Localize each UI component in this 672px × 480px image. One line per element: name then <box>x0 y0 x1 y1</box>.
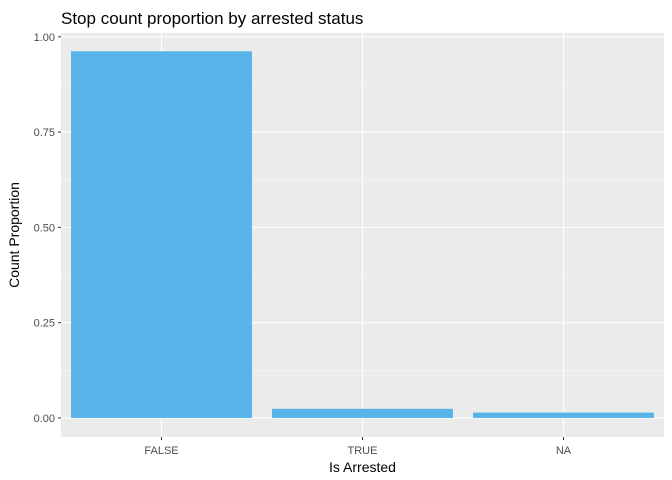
x-axis-title: Is Arrested <box>329 459 396 475</box>
y-tick-label: 0.50 <box>34 222 55 234</box>
chart-title: Stop count proportion by arrested status <box>61 9 363 28</box>
x-tick-label: TRUE <box>348 445 378 457</box>
y-tick-label: 0.75 <box>34 127 55 139</box>
bar-na <box>473 413 654 418</box>
bar-true <box>272 409 453 418</box>
y-tick-label: 0.00 <box>34 413 55 425</box>
y-tick-label: 0.25 <box>34 318 55 330</box>
x-tick-label: FALSE <box>144 445 178 457</box>
y-axis-ticks: 0.00 0.25 0.50 0.75 1.00 <box>34 32 61 425</box>
bar-false <box>71 51 252 418</box>
x-tick-label: NA <box>556 445 572 457</box>
x-axis-ticks: FALSE TRUE NA <box>144 437 571 457</box>
y-tick-label: 1.00 <box>34 32 55 44</box>
y-axis-title: Count Proportion <box>6 182 22 288</box>
